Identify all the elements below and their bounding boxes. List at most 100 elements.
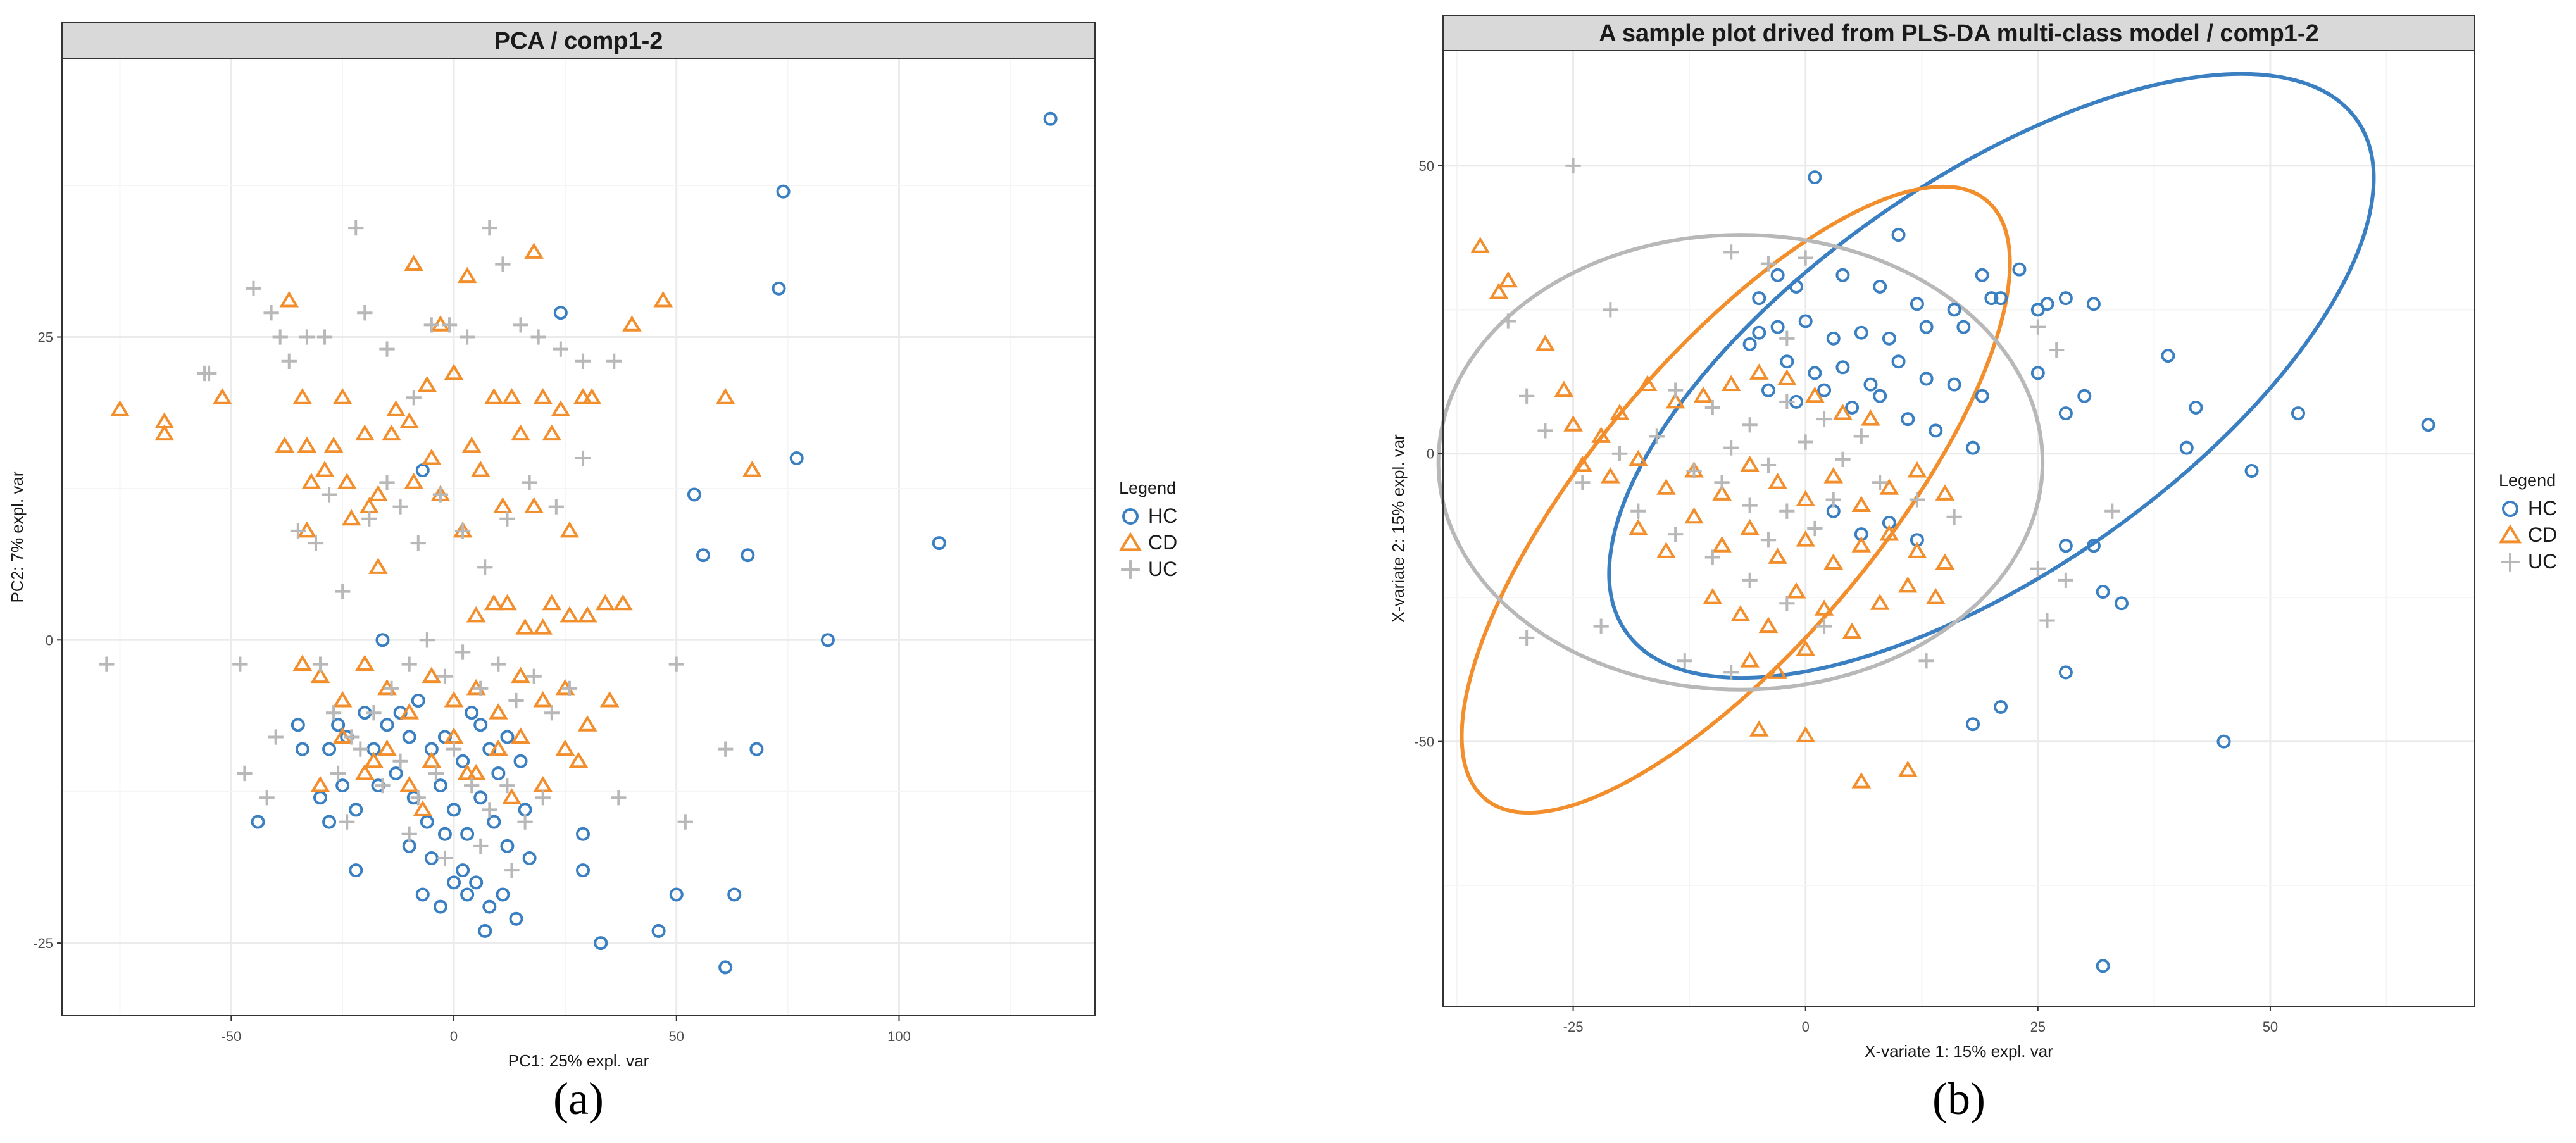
point-uc (1649, 428, 1665, 444)
point-hc (576, 827, 591, 841)
point-hc (2161, 349, 2175, 363)
point-cd (1786, 582, 1806, 599)
point-cd (742, 461, 762, 477)
point-uc (1593, 618, 1609, 634)
point-uc (1853, 428, 1869, 444)
point-cd (555, 739, 575, 756)
point-cd (1554, 380, 1574, 397)
point-hc (1761, 383, 1775, 397)
point-hc (749, 742, 764, 756)
point-cd (417, 375, 437, 392)
point-uc (406, 390, 422, 406)
point-cd (497, 594, 517, 611)
point-uc (316, 329, 333, 345)
point-cd (275, 436, 295, 453)
point-cd (515, 618, 535, 635)
point-cd (1629, 449, 1648, 466)
point-uc (1816, 411, 1832, 427)
point-uc (348, 220, 364, 236)
point-hc (322, 815, 337, 829)
point-cd (470, 461, 491, 477)
point-hc (1817, 383, 1832, 397)
point-uc (513, 317, 528, 333)
point-hc (1835, 360, 1850, 375)
point-uc (2039, 613, 2055, 628)
point-cd (1777, 369, 1797, 385)
point-cd (577, 715, 597, 732)
point-uc (575, 353, 591, 369)
point-hc (1826, 331, 1841, 346)
point-cd (1470, 237, 1491, 253)
point-cd (1879, 478, 1899, 495)
point-uc (477, 559, 493, 575)
x-tick-label: 0 (1802, 1019, 1810, 1035)
point-uc (526, 668, 542, 684)
point-uc (1918, 653, 1934, 669)
point-uc (1742, 572, 1758, 589)
gridlines (1443, 51, 2475, 1006)
point-cd (444, 690, 464, 708)
point-uc (2049, 342, 2065, 358)
point-uc (575, 450, 591, 466)
point-cd (1814, 599, 1834, 616)
point-cd (1925, 588, 1946, 604)
point-cd (1879, 524, 1899, 541)
confidence-ellipse-hc (1607, 72, 2376, 680)
point-uc (517, 814, 533, 830)
point-hc (482, 899, 497, 914)
point-hc (1835, 268, 1850, 282)
point-cd (622, 315, 642, 332)
point-hc (291, 718, 305, 732)
series-cd (1470, 237, 1955, 789)
point-cd (1861, 409, 1880, 426)
point-cd (1851, 536, 1872, 553)
point-uc (499, 777, 515, 794)
title-strip (1442, 15, 2475, 51)
point-uc (530, 329, 546, 345)
point-hc (487, 815, 501, 829)
point-hc (375, 633, 390, 647)
legend-key-uc (1121, 560, 1140, 579)
point-uc (464, 777, 480, 794)
point-hc (1873, 389, 1887, 403)
point-cd (1796, 530, 1816, 547)
legend: Legend HC CD UC (1119, 478, 1177, 580)
point-hc (1798, 314, 1813, 328)
point-hc (411, 694, 425, 708)
point-cd (413, 800, 433, 816)
point-cd (595, 594, 615, 611)
point-hc (1919, 320, 1934, 334)
point-cd (1898, 576, 1918, 593)
point-hc (1043, 111, 1058, 126)
point-hc (594, 936, 608, 951)
point-hc (727, 887, 742, 902)
point-cd (1693, 386, 1713, 403)
point-hc (576, 863, 591, 878)
point-hc (687, 487, 701, 502)
confidence-ellipse-cd (1460, 184, 2012, 815)
point-uc (99, 656, 115, 672)
point-uc (1704, 399, 1721, 416)
point-cd (1749, 363, 1769, 380)
y-axis-label: X-variate 2: 15% expl. var (1389, 434, 1408, 623)
point-cd (511, 666, 530, 684)
point-hc (433, 899, 447, 914)
plot-title: PCA / comp1-2 (494, 28, 663, 54)
point-hc (295, 742, 309, 756)
point-cd (1535, 334, 1555, 351)
point-uc (196, 365, 213, 382)
point-uc (508, 692, 524, 709)
point-uc (330, 765, 346, 782)
point-hc (437, 827, 452, 841)
plot-title: A sample plot drived from PLS-DA multi-c… (1599, 20, 2318, 47)
point-uc (384, 680, 399, 697)
point-hc (741, 548, 755, 563)
point-cd (332, 388, 353, 404)
point-uc (1798, 250, 1813, 266)
point-cd (1600, 466, 1620, 484)
y-tick-label: -50 (1414, 734, 1434, 750)
point-uc (1714, 475, 1730, 490)
point-uc (473, 838, 489, 854)
point-uc (1760, 457, 1777, 473)
point-cd (493, 497, 513, 514)
